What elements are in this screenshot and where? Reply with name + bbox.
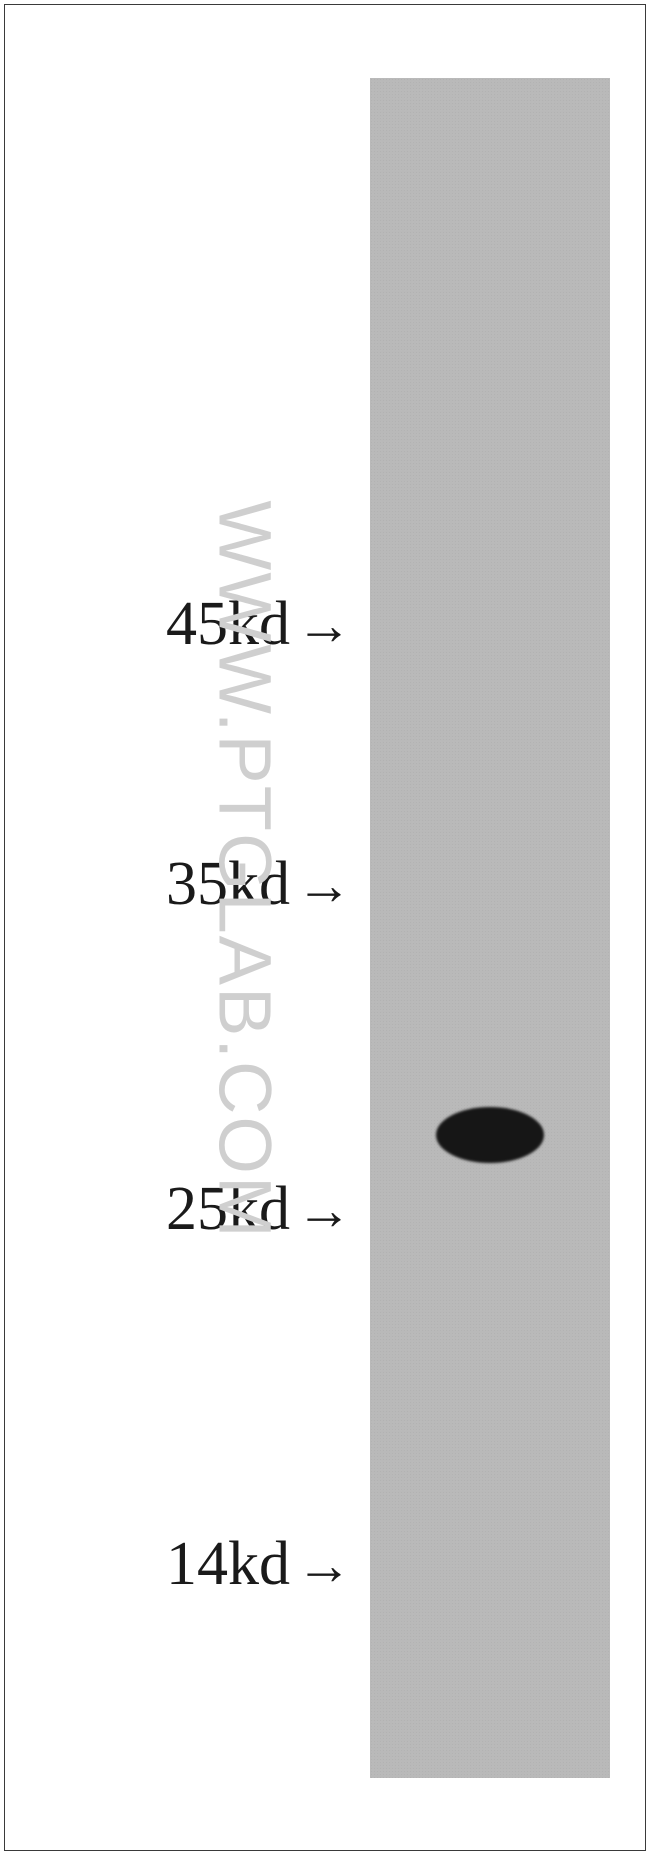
arrow-right-icon: → bbox=[296, 854, 352, 918]
mw-marker-label: 45kd bbox=[166, 590, 290, 658]
arrow-right-icon: → bbox=[296, 1534, 352, 1598]
mw-marker-label: 25kd bbox=[166, 1175, 290, 1243]
mw-marker-label: 35kd bbox=[166, 850, 290, 918]
mw-marker-25kd: 25kd→ bbox=[166, 1174, 352, 1245]
gel-lane bbox=[370, 78, 610, 1778]
mw-marker-14kd: 14kd→ bbox=[166, 1529, 352, 1600]
western-blot-figure: 45kd→35kd→25kd→14kd→ WWW.PTGLAB.COM bbox=[0, 0, 650, 1855]
mw-marker-45kd: 45kd→ bbox=[166, 589, 352, 660]
arrow-right-icon: → bbox=[296, 594, 352, 658]
mw-marker-35kd: 35kd→ bbox=[166, 849, 352, 920]
mw-marker-label: 14kd bbox=[166, 1530, 290, 1598]
protein-band bbox=[436, 1107, 544, 1163]
arrow-right-icon: → bbox=[296, 1179, 352, 1243]
